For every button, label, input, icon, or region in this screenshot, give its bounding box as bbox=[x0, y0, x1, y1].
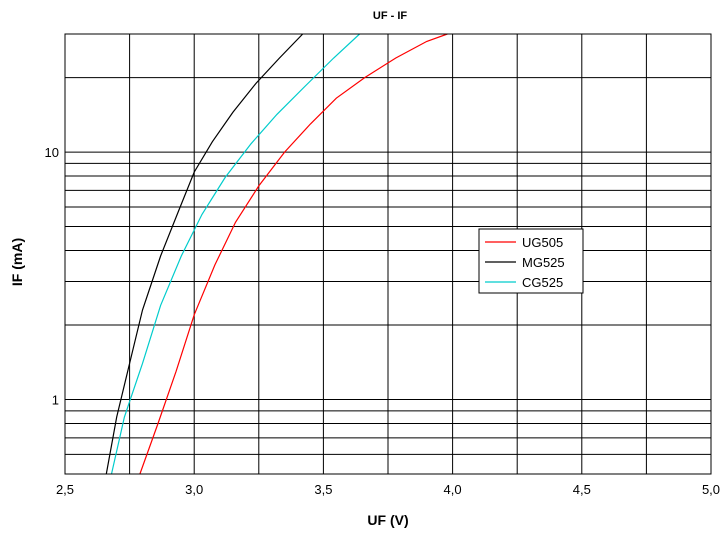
legend-label-ug505: UG505 bbox=[522, 235, 563, 250]
series-line-cg525 bbox=[110, 33, 361, 475]
series-line-mg525 bbox=[105, 33, 304, 475]
x-tick-label: 5,0 bbox=[702, 482, 720, 497]
y-axis-label: IF (mA) bbox=[9, 238, 25, 286]
x-tick-labels: 2,5 3,0 3,5 4,0 4,5 5,0 bbox=[56, 482, 720, 497]
x-tick-label: 4,5 bbox=[573, 482, 591, 497]
series-lines bbox=[105, 33, 448, 475]
x-tick-label: 4,0 bbox=[444, 482, 462, 497]
plot-area-frame bbox=[64, 33, 712, 475]
legend: UG505 MG525 CG525 bbox=[478, 228, 584, 294]
legend-label-cg525: CG525 bbox=[522, 275, 563, 290]
y-tick-label: 10 bbox=[45, 145, 59, 160]
x-axis-label: UF (V) bbox=[367, 512, 408, 528]
x-tick-label: 3,0 bbox=[185, 482, 203, 497]
chart-title: UF - IF bbox=[373, 10, 407, 22]
y-tick-labels: 1 10 bbox=[45, 145, 59, 407]
y-tick-label: 1 bbox=[52, 393, 59, 408]
x-tick-label: 3,5 bbox=[314, 482, 332, 497]
series-line-ug505 bbox=[139, 33, 448, 475]
x-tick-label: 2,5 bbox=[56, 482, 74, 497]
legend-label-mg525: MG525 bbox=[522, 255, 565, 270]
